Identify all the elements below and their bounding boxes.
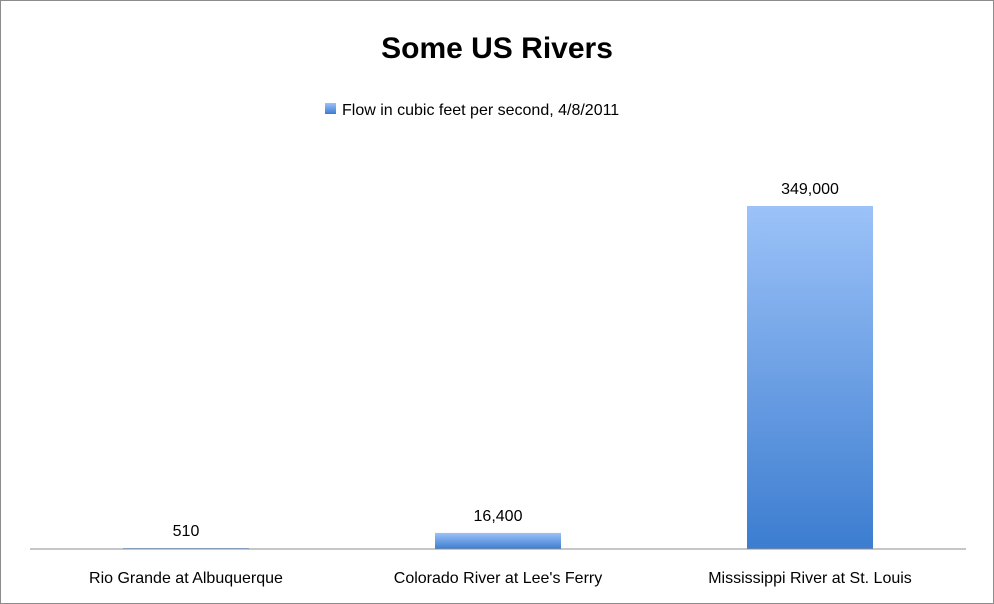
bar-3: [747, 206, 873, 549]
labels-layer: 510 Rio Grande at Albuquerque 16,400 Colora…: [89, 181, 912, 587]
legend-label: Flow in cubic feet per second, 4/8/2011: [342, 102, 619, 119]
category-label-1: Rio Grande at Albuquerque: [89, 570, 283, 587]
bar-2: [435, 532, 561, 549]
legend-swatch: [325, 103, 336, 114]
bars-layer: [123, 206, 873, 549]
category-label-3: Mississippi River at St. Louis: [708, 570, 912, 587]
data-label-1: 510: [173, 523, 200, 540]
data-label-3: 349,000: [781, 181, 839, 198]
chart-title: Some US Rivers: [381, 32, 613, 65]
data-label-2: 16,400: [474, 508, 523, 525]
category-label-2: Colorado River at Lee's Ferry: [394, 570, 602, 587]
legend: Flow in cubic feet per second, 4/8/2011: [325, 102, 619, 119]
